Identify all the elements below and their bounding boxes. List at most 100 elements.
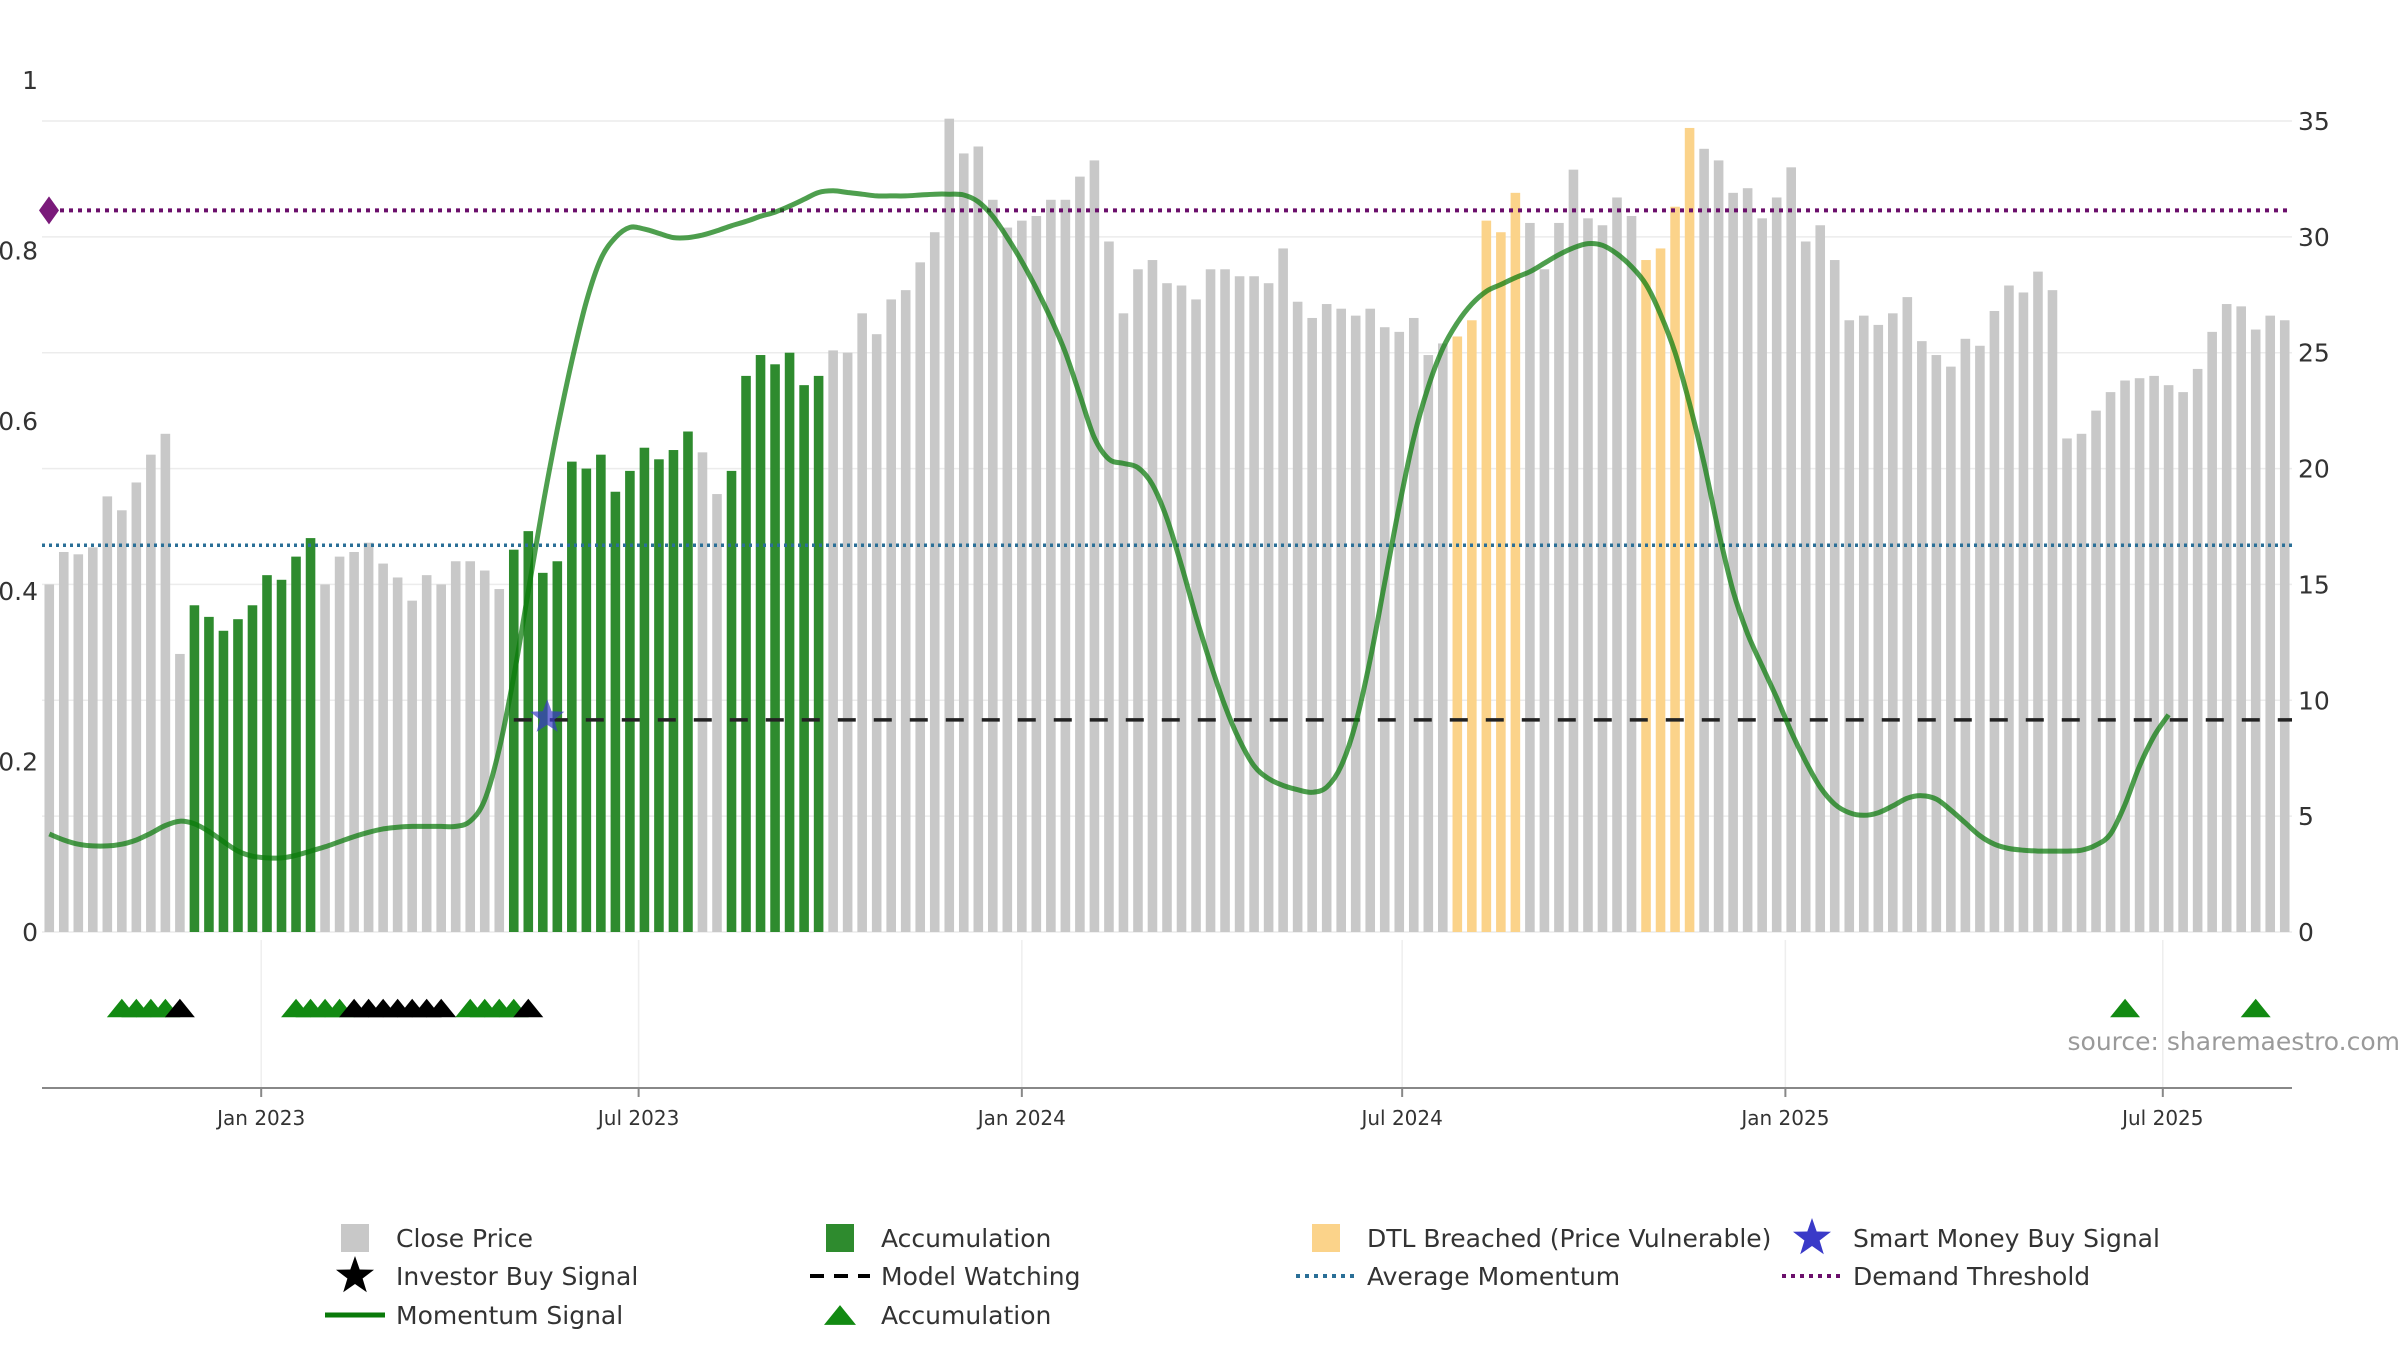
accumulation-bar [654,459,664,932]
close-price-bar [2221,304,2232,932]
close-price-bar [378,563,388,932]
dtl-breached-bar [1481,220,1492,932]
accumulation-bar [291,556,301,932]
close-price-bar [988,199,998,932]
close-price-bar [334,556,345,932]
close-price-bar [1902,297,1913,933]
close-price-bar [1829,260,1840,932]
accumulation-bar [523,531,534,932]
close-price-bar [1858,315,1869,932]
close-price-bar [1017,220,1027,932]
close-price-bar [2178,392,2188,932]
accumulation-bar [247,605,258,932]
close-price-bar [1554,222,1564,932]
close-price-bar [1118,313,1129,932]
dtl-breached-bar [1684,127,1695,932]
accumulation-bar [189,605,200,932]
dtl-breached-bar [1655,248,1666,932]
close-price-bar [450,561,461,932]
accumulation-bar [218,630,229,932]
legend-label: Model Watching [881,1262,1081,1291]
accumulation-bar [639,447,650,932]
close-price-bar [1742,188,1753,932]
left-tick-label: 0.4 [0,577,38,606]
close-price-bar [1438,343,1448,932]
x-tick-label: Jul 2024 [1359,1106,1442,1130]
right-tick-label: 5 [2298,802,2314,831]
close-price-bar [160,433,171,932]
right-tick-label: 0 [2298,918,2314,947]
close-price-bar [2134,378,2145,932]
accumulation-bar [567,461,577,932]
close-price-bar [1075,176,1085,933]
close-price-bar [1292,301,1303,932]
close-price-bar [2047,290,2058,932]
left-tick-label: 0.2 [0,748,38,777]
close-price-bar [871,334,882,932]
legend-symbol [824,1305,856,1325]
close-price-bar [1350,315,1361,932]
close-price-bar [1931,355,1942,932]
close-price-bar [1626,216,1637,932]
close-price-bar [1873,324,1884,932]
legend-label: Smart Money Buy Signal [1853,1224,2160,1253]
close-price-bar [929,232,940,933]
close-price-bar [2120,380,2130,932]
x-tick-label: Jan 2025 [1739,1106,1829,1130]
close-price-bar [944,118,955,933]
close-price-bar [2076,433,2087,932]
close-price-bar [1728,192,1738,932]
close-price-bar [900,290,911,932]
smart-money-buy-signal [530,699,565,732]
close-price-bar [2018,292,2029,933]
close-price-bar [2091,410,2101,932]
accumulation-bar [233,619,243,932]
legend-label: Demand Threshold [1853,1262,2090,1291]
accumulation-bar [813,375,824,932]
close-price-bar [2062,438,2072,932]
close-price-bar [2163,385,2174,932]
axes: Jan 2023 Jul 2023 Jan 2024 Jul 2024 Jan 2025… [0,66,2330,1130]
close-price-bar [915,262,926,933]
close-price-bar [1699,148,1709,932]
accumulation-bar [276,579,287,932]
accumulation-bar [683,431,693,932]
indicator-lines [39,188,2292,861]
dtl-breached-bar [1641,260,1651,932]
close-price-bar [320,584,330,932]
close-price-bar [1234,276,1245,932]
legend-label: Investor Buy Signal [396,1262,638,1291]
threshold-diamond-marker [39,196,59,225]
left-tick-label: 1 [22,66,38,95]
accumulation-bar [726,470,737,932]
close-price-bar [886,299,896,932]
close-price-bar [712,494,722,932]
accumulation-bar [538,572,548,932]
close-price-bar [1597,225,1608,932]
close-price-bar [1394,331,1405,932]
close-price-bar [958,153,969,932]
investor-buy-marker [164,998,195,1018]
close-price-bar [88,547,98,932]
close-price-bar [857,313,867,932]
accumulation-bar [610,491,621,932]
x-tick-label: Jul 2025 [2120,1106,2203,1130]
accumulation-bar [741,375,751,932]
momentum-signal-line [48,188,2171,861]
close-price-bar [828,350,838,932]
legend-label: Accumulation [881,1301,1051,1330]
close-price-bar [479,570,490,932]
close-price-bar [697,452,708,932]
close-price-bar [1946,366,1956,932]
close-price-bar [44,584,55,932]
legend-symbol [336,1256,374,1293]
dtl-breached-bar [1496,232,1506,933]
close-price-bar [1307,317,1317,933]
close-price-bar [392,577,403,932]
legend-symbol [1312,1224,1340,1252]
close-price-bar [465,561,476,932]
close-price-bar [1539,269,1550,932]
close-price-bar [1336,308,1346,932]
close-price-bar [1321,304,1332,932]
close-price-bar [494,589,505,932]
